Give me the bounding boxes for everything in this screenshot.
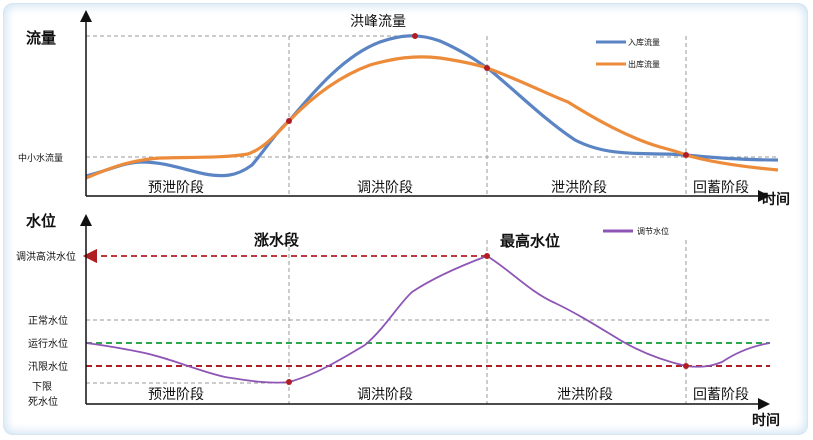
- bottom-y-axis-label: 水位: [26, 212, 56, 230]
- dead-level-label-line2: 死水位: [28, 395, 58, 408]
- bottom-x-axis-label: 时间: [752, 412, 780, 429]
- dead-level-label-line1: 下限: [32, 381, 52, 393]
- bottom-marker-1: [286, 379, 292, 385]
- bottom-marker-3: [683, 363, 689, 369]
- top-x-axis-label: 时间: [762, 191, 790, 208]
- peak-marker: [412, 33, 418, 39]
- legend-outflow-label: 出库流量: [628, 59, 660, 69]
- top-marker-3: [683, 152, 689, 158]
- top-phase-2: 调洪阶段: [357, 180, 413, 196]
- bottom-phase-2: 调洪阶段: [357, 387, 413, 403]
- bottom-phase-4: 回蓄阶段: [693, 387, 749, 403]
- top-phase-4: 回蓄阶段: [693, 180, 749, 196]
- operating-level-label: 运行水位: [28, 337, 68, 350]
- max-level-annotation: 最高水位: [500, 232, 560, 250]
- top-y-axis-label: 流量: [26, 29, 56, 47]
- max-level-marker: [484, 253, 490, 259]
- outflow-curve: [85, 55, 779, 180]
- bottom-phase-1: 预泄阶段: [148, 387, 204, 403]
- bottom-panel: 水位 时间 调洪高洪水位 正常水位 运行水位 汛限水位 下限 死水位 涨水段 最…: [16, 212, 780, 429]
- legend-inflow-label: 入库流量: [628, 37, 660, 47]
- top-phase-1: 预泄阶段: [148, 180, 204, 196]
- water-level-curve: [85, 255, 771, 384]
- threshold-flow-label: 中小水流量: [18, 152, 63, 164]
- top-marker-1: [286, 118, 292, 124]
- peak-flow-title: 洪峰流量: [350, 14, 406, 30]
- flood-limit-level-label: 汛限水位: [28, 360, 68, 373]
- normal-level-label: 正常水位: [28, 314, 68, 327]
- legend-water-level-label: 调节水位: [637, 226, 669, 236]
- rising-annotation: 涨水段: [254, 231, 299, 249]
- top-panel: 洪峰流量 流量 时间 中小水流量 预泄阶段 调洪阶段 泄洪阶段 回蓄阶段 入库流…: [18, 10, 790, 208]
- inflow-curve: [85, 34, 779, 178]
- bottom-phase-3: 泄洪阶段: [557, 387, 613, 403]
- top-legend: 入库流量 出库流量: [596, 37, 660, 69]
- flood-high-level-label: 调洪高洪水位: [16, 250, 76, 263]
- top-phase-3: 泄洪阶段: [551, 180, 607, 196]
- top-marker-2: [484, 65, 490, 71]
- bottom-legend: 调节水位: [603, 226, 669, 236]
